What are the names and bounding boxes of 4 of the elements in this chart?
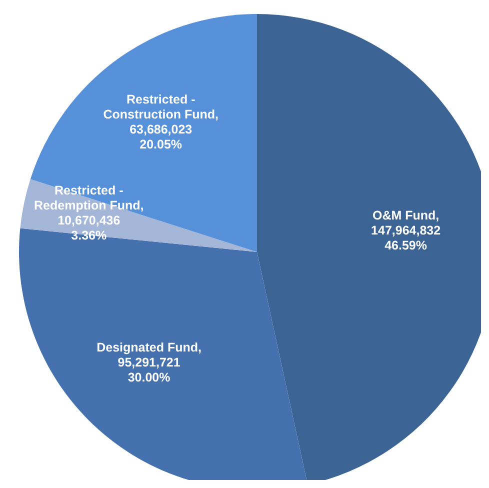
slice-label: Restricted - Redemption Fund, 10,670,436 3.36% [34, 184, 144, 243]
slice-label: Restricted - Construction Fund, 63,686,023 20.05% [103, 92, 218, 152]
slice-label: O&M Fund, 147,964,832 46.59% [371, 208, 441, 252]
slice-label: Designated Fund, 95,291,721 30.00% [96, 340, 202, 384]
